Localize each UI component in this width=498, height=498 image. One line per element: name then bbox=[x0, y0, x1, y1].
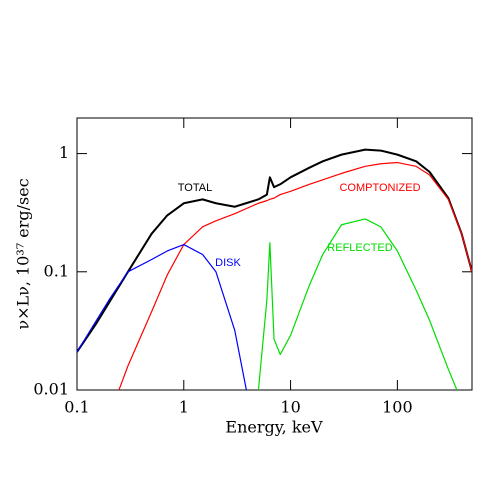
series-label: REFLECTED bbox=[327, 242, 392, 254]
series-label: TOTAL bbox=[178, 182, 212, 194]
x-tick-label: 0.1 bbox=[64, 398, 89, 417]
y-tick-label: 0.01 bbox=[33, 380, 69, 399]
x-axis-label: Energy, keV bbox=[225, 418, 323, 437]
series-line bbox=[257, 218, 458, 390]
y-axis-label: ν×Lν, 10³⁷ erg/sec bbox=[14, 178, 33, 329]
x-tick-label: 1 bbox=[179, 398, 189, 417]
x-tick-label: 10 bbox=[280, 398, 300, 417]
series-line bbox=[77, 148, 472, 353]
series-line bbox=[77, 243, 247, 390]
y-tick-label: 1 bbox=[59, 143, 69, 162]
series-label: DISK bbox=[215, 257, 241, 269]
series-line bbox=[118, 161, 472, 390]
x-tick-label: 100 bbox=[382, 398, 413, 417]
series-label: COMPTONIZED bbox=[339, 182, 420, 194]
plot-frame bbox=[76, 117, 473, 391]
y-tick-label: 0.1 bbox=[44, 261, 69, 280]
